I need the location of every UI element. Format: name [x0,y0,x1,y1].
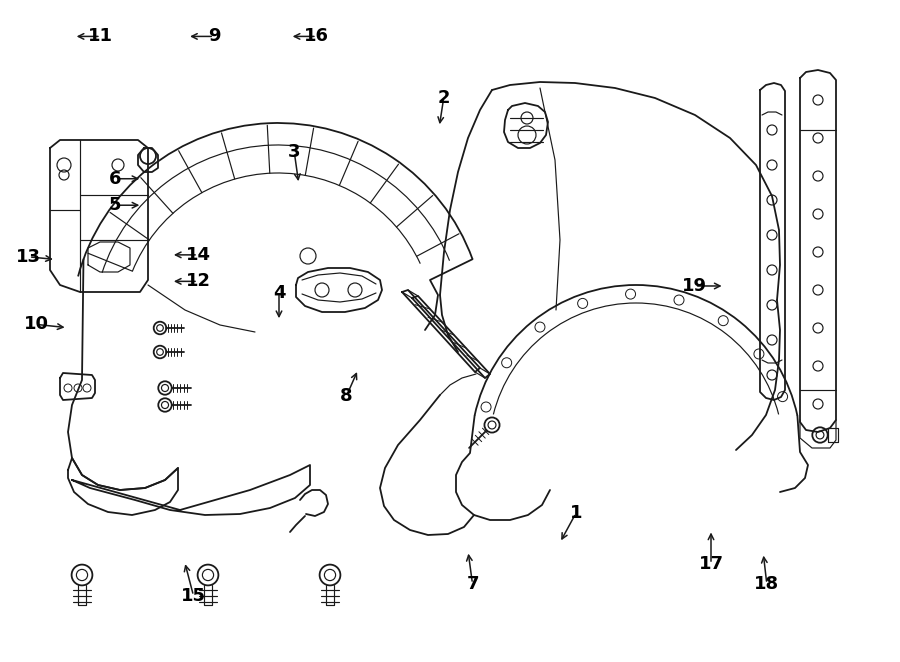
Text: 4: 4 [273,283,285,302]
Text: 16: 16 [304,27,329,46]
Text: 14: 14 [185,246,211,264]
Text: 7: 7 [466,575,479,593]
Text: 15: 15 [181,587,206,605]
Text: 17: 17 [698,555,724,573]
Text: 1: 1 [570,504,582,522]
Text: 5: 5 [109,196,122,214]
Text: 3: 3 [288,143,301,162]
Text: 11: 11 [88,27,113,46]
Text: 2: 2 [437,89,450,107]
Text: 12: 12 [185,272,211,291]
Text: 18: 18 [754,575,779,593]
Text: 6: 6 [109,169,122,188]
Text: 10: 10 [23,315,49,334]
Text: 13: 13 [16,248,41,266]
Text: 19: 19 [682,277,707,295]
Text: 9: 9 [208,27,220,46]
Text: 8: 8 [340,387,353,405]
